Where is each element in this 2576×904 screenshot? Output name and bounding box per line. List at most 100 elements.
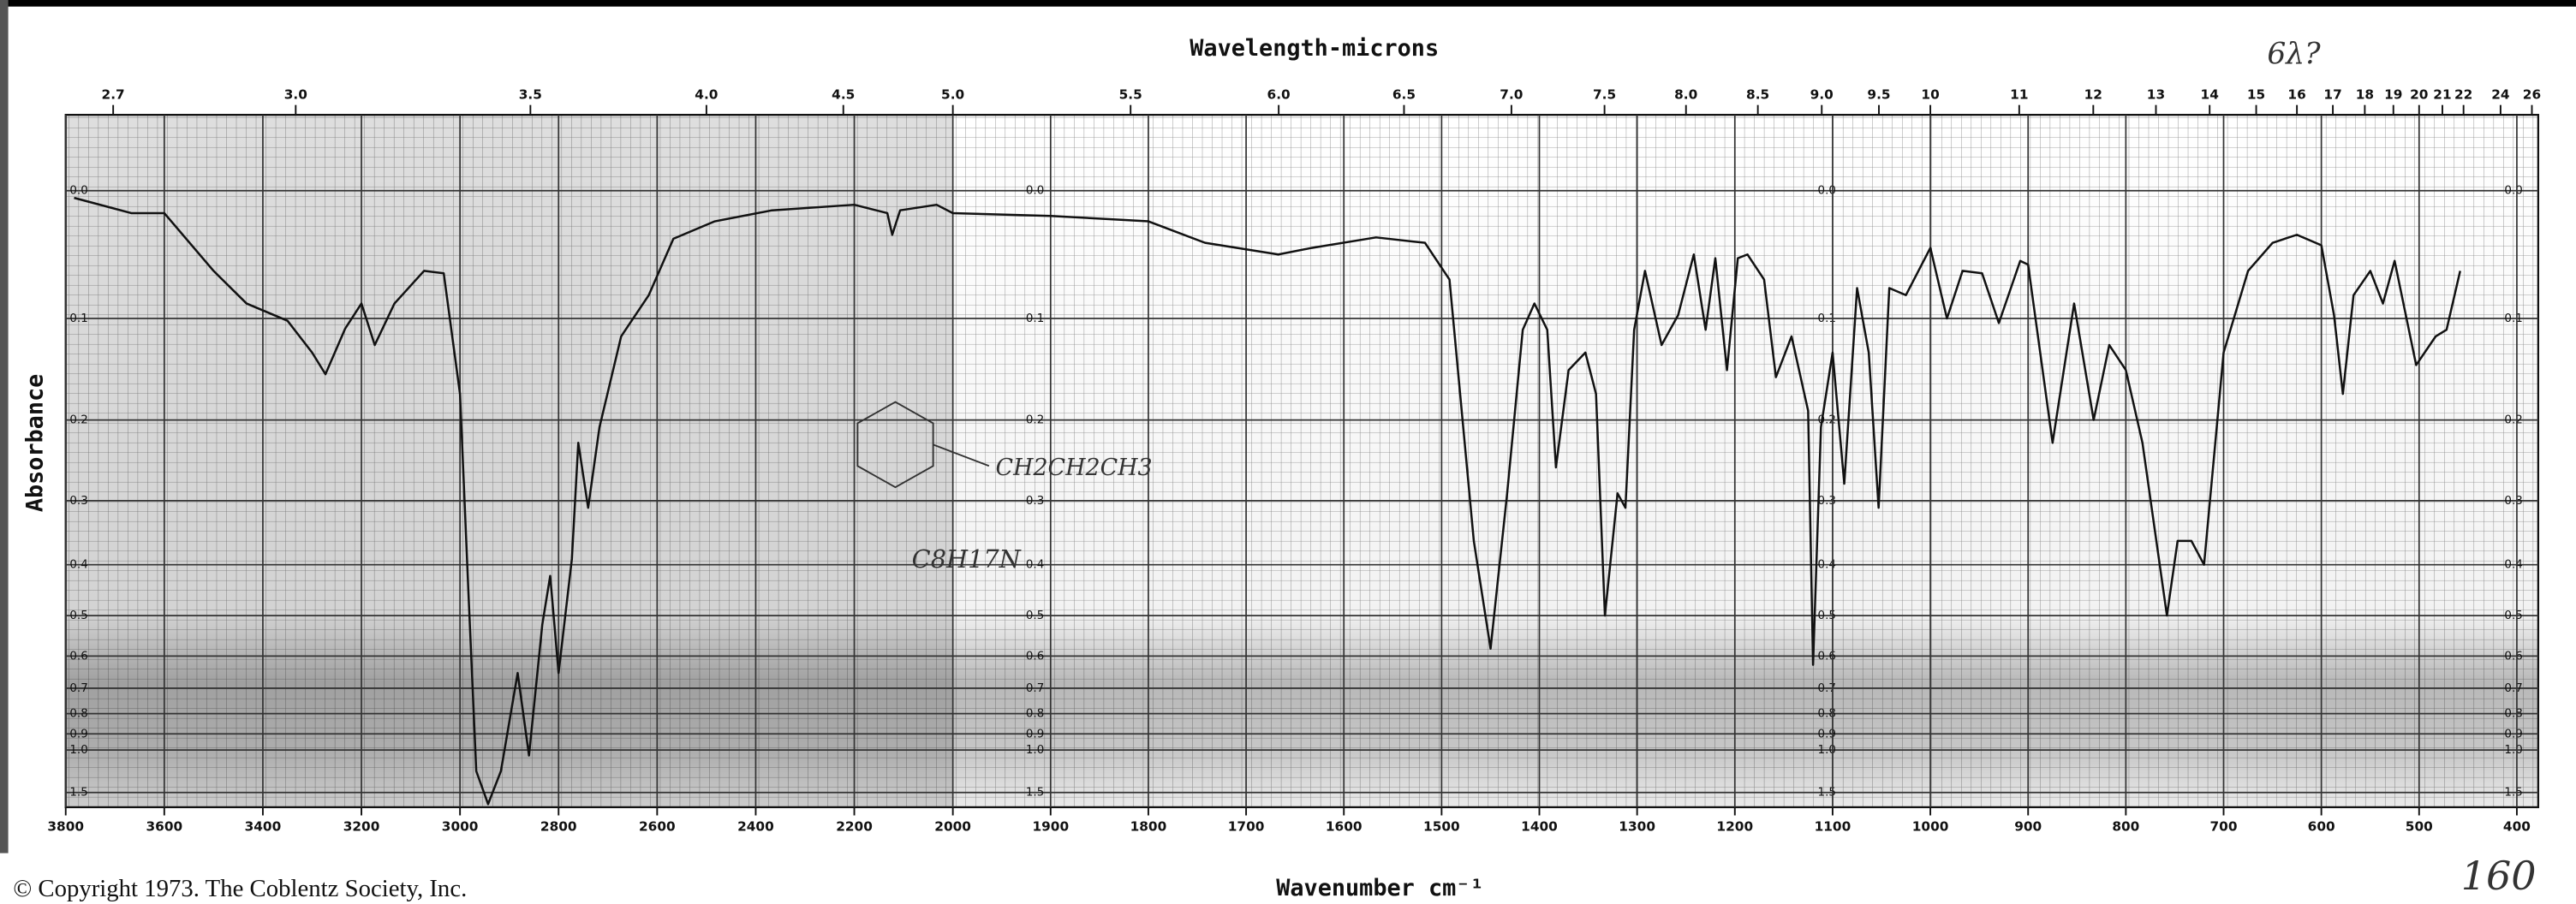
x-tick-label: 2000 — [934, 818, 971, 834]
x-tick-label: 3600 — [146, 818, 182, 834]
x-tick-label: 700 — [2210, 818, 2238, 834]
copyright: © Copyright 1973. The Coblentz Society, … — [13, 875, 467, 902]
y-tick-label: 0.6 — [2504, 650, 2522, 663]
y-tick-label: 1.5 — [1818, 787, 1836, 800]
x-tick-label: 2200 — [836, 818, 873, 834]
ring — [856, 401, 934, 489]
y-tick-label: 0.0 — [69, 185, 87, 198]
top-axis-title: Wavelength-microns — [1190, 35, 1439, 62]
y-tick-label: 0.7 — [2504, 682, 2522, 695]
x-tick-label: 600 — [2308, 818, 2335, 834]
x2-tick-label: 5.0 — [941, 87, 964, 103]
y-tick-label: 0.9 — [69, 728, 87, 740]
x2-tick-label: 16 — [2287, 87, 2305, 103]
y-tick-label: 0.9 — [1818, 728, 1836, 740]
y-tick-label: 0.4 — [69, 559, 87, 572]
y-tick-label: 0.8 — [1026, 708, 1044, 721]
x-tick-label: 1400 — [1521, 818, 1558, 834]
x-tick-label: 400 — [2503, 818, 2531, 834]
y-tick-label: 0.7 — [1026, 682, 1044, 695]
y-tick-label: 0.6 — [1818, 650, 1836, 663]
y-tick-label: 0.5 — [2504, 610, 2522, 622]
y-tick-label: 0.5 — [69, 610, 87, 622]
y-tick-label: 0.4 — [2504, 559, 2522, 572]
x2-tick-label: 11 — [2010, 87, 2028, 103]
y-tick-label: 0.8 — [1818, 708, 1836, 721]
bond — [933, 443, 990, 467]
y-tick-label: 0.1 — [1818, 312, 1836, 325]
spectrum-line — [74, 196, 2461, 806]
y-tick-label: 0.6 — [69, 650, 87, 663]
y-tick-label: 0.3 — [1026, 495, 1044, 508]
x2-tick-label: 24 — [2491, 87, 2509, 103]
x2-tick-label: 5.5 — [1119, 87, 1142, 103]
y-tick-label: 0.9 — [1026, 728, 1044, 740]
y-tick-label: 0.8 — [69, 708, 87, 721]
x-tick-label: 1200 — [1716, 818, 1753, 834]
x-tick-label: 1700 — [1228, 818, 1265, 834]
annotation: 160 — [2461, 853, 2537, 899]
y-axis-title: Absorbance — [22, 374, 49, 512]
x2-tick-label: 17 — [2323, 87, 2341, 103]
y-tick-label: 0.0 — [2504, 185, 2522, 198]
annotation: C8H17N — [912, 544, 1022, 574]
y-tick-label: 0.1 — [2504, 312, 2522, 325]
y-tick-label: 0.4 — [1026, 559, 1044, 572]
y-tick-label: 0.1 — [69, 312, 87, 325]
x2-tick-label: 18 — [2356, 87, 2374, 103]
y-tick-label: 0.3 — [1818, 495, 1836, 508]
y-tick-label: 0.1 — [1026, 312, 1044, 325]
x2-tick-label: 10 — [1921, 87, 1939, 103]
x-tick-label: 3400 — [245, 818, 282, 834]
y-tick-label: 0.9 — [2504, 728, 2522, 740]
x2-tick-label: 12 — [2084, 87, 2102, 103]
y-tick-label: 0.2 — [69, 414, 87, 427]
x-tick-label: 1000 — [1912, 818, 1949, 834]
y-tick-label: 1.0 — [1818, 744, 1836, 757]
band-shade — [65, 115, 2538, 807]
x-tick-label: 1800 — [1130, 818, 1167, 834]
y-tick-label: 1.0 — [69, 744, 87, 757]
x2-tick-label: 8.5 — [1746, 87, 1769, 103]
y-tick-label: 0.7 — [1818, 682, 1836, 695]
x-tick-label: 1900 — [1032, 818, 1069, 834]
left-border — [0, 0, 9, 853]
y-tick-label: 1.0 — [2504, 744, 2522, 757]
y-tick-label: 0.5 — [1026, 610, 1044, 622]
x2-tick-label: 2.7 — [102, 87, 125, 103]
x2-tick-label: 9.5 — [1867, 87, 1890, 103]
x-tick-label: 2600 — [639, 818, 676, 834]
x2-tick-label: 14 — [2201, 87, 2219, 103]
y-tick-label: 0.5 — [1818, 610, 1836, 622]
y-tick-label: 0.0 — [1818, 185, 1836, 198]
x2-tick-label: 6.5 — [1392, 87, 1416, 103]
y-tick-label: 0.4 — [1818, 559, 1836, 572]
x-tick-label: 1600 — [1326, 818, 1363, 834]
x2-tick-label: 9.0 — [1810, 87, 1834, 103]
x-tick-label: 900 — [2014, 818, 2042, 834]
y-tick-label: 0.6 — [1026, 650, 1044, 663]
annotation: CH2CH2CH3 — [996, 455, 1153, 481]
x2-tick-label: 4.5 — [832, 87, 855, 103]
x-tick-label: 2400 — [737, 818, 774, 834]
y-tick-label: 1.5 — [69, 787, 87, 800]
x-tick-label: 500 — [2406, 818, 2433, 834]
x2-tick-label: 3.0 — [284, 87, 307, 103]
x-tick-label: 3200 — [343, 818, 380, 834]
y-tick-label: 0.0 — [1026, 185, 1044, 198]
x2-tick-label: 22 — [2454, 87, 2472, 103]
x2-tick-label: 13 — [2147, 87, 2165, 103]
x-tick-label: 3000 — [442, 818, 479, 834]
x2-tick-label: 15 — [2247, 87, 2265, 103]
x2-tick-label: 4.0 — [695, 87, 718, 103]
y-tick-label: 1.5 — [1026, 787, 1044, 800]
x-tick-label: 800 — [2112, 818, 2139, 834]
x2-tick-label: 7.5 — [1593, 87, 1616, 103]
x-tick-label: 1300 — [1619, 818, 1655, 834]
x2-tick-label: 19 — [2384, 87, 2402, 103]
y-tick-label: 0.3 — [2504, 495, 2522, 508]
y-tick-label: 1.5 — [2504, 787, 2522, 800]
x-tick-label: 1100 — [1815, 818, 1852, 834]
x2-tick-label: 6.0 — [1267, 87, 1291, 103]
